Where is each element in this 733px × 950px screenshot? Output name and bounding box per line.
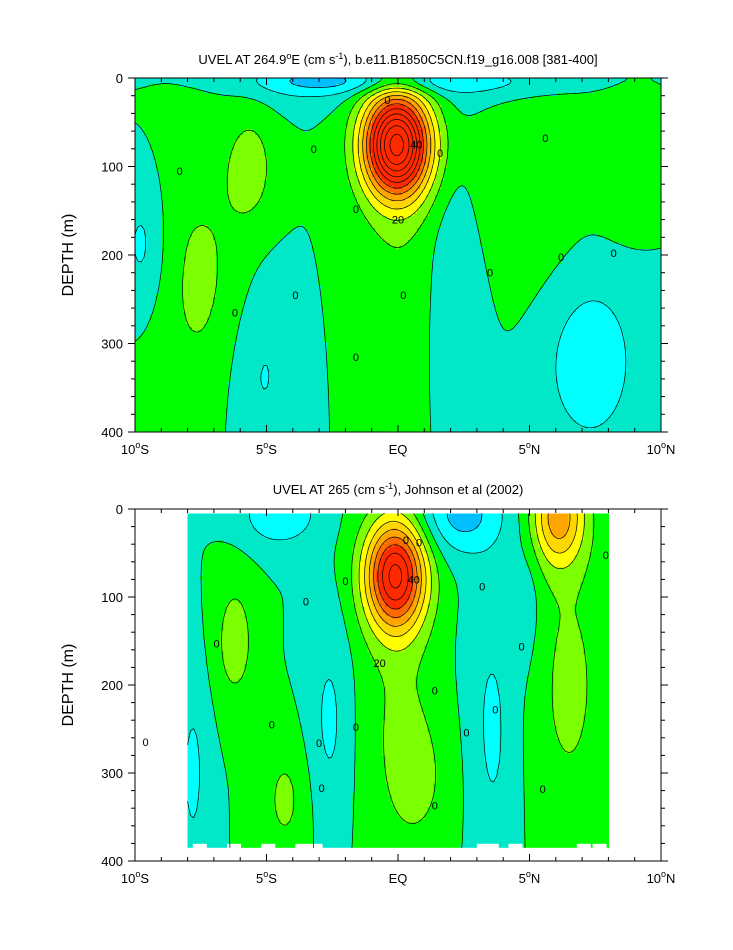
y-tick-label: 300 [101,766,123,781]
contour-label: 0 [319,783,325,795]
y-tick-label: 400 [101,425,123,440]
contour-label: 40 [410,139,422,151]
y-axis-label: DEPTH (m) [60,214,77,297]
x-tick-label: 5oS [256,440,277,457]
y-axis-label: DEPTH (m) [60,644,77,727]
contour-label: 0 [303,596,309,608]
contour-label: 0 [479,581,485,593]
contour-label: 40 [408,574,420,586]
contour-label: 0 [384,95,390,107]
contour-label: 0 [342,576,348,588]
y-tick-label: 100 [101,160,123,175]
contour-label: 0 [487,268,493,280]
chart-title: UVEL AT 265 (cm s-1), Johnson et al (200… [273,481,524,497]
x-tick-label: 10oN [647,869,676,886]
y-tick-label: 200 [101,678,123,693]
contour-label: 0 [142,737,148,749]
contour-label: 0 [353,204,359,216]
contour-label: 0 [292,290,298,302]
x-tick-label: 10oS [121,440,149,457]
contour-label: 0 [432,801,438,813]
contour-label: 0 [269,720,275,732]
x-tick-label: EQ [389,871,408,886]
contour-label: 0 [558,252,564,264]
contour-fill-top [135,78,662,433]
contour-label: 0 [353,722,359,734]
contour-label: 0 [353,352,359,364]
contour-label: 0 [463,728,469,740]
contour-label: 0 [611,248,617,260]
y-tick-label: 300 [101,337,123,352]
contour-label: 0 [603,550,609,562]
y-tick-label: 100 [101,590,123,605]
x-tick-label: 5oN [519,440,541,457]
contour-label: 0 [437,148,443,160]
contour-label: 0 [403,535,409,547]
contour-label: 20 [373,658,385,670]
contour-label: 0 [311,144,317,156]
x-tick-label: 10oS [121,869,149,886]
y-tick-label: 200 [101,248,123,263]
chart-title: UVEL AT 264.9oE (cm s-1), b.e11.B1850C5C… [198,51,597,67]
x-tick-label: 5oN [519,869,541,886]
contour-label: 0 [540,784,546,796]
contour-label: 0 [316,738,322,750]
x-tick-label: 5oS [256,869,277,886]
contour-label: 0 [492,705,498,717]
x-tick-label: EQ [389,442,408,457]
y-tick-label: 0 [116,71,123,86]
contour-label: 0 [213,639,219,651]
contour-label: 0 [519,641,525,653]
contour-fill-bottom [188,513,609,848]
y-tick-label: 400 [101,854,123,869]
contour-label: 0 [432,685,438,697]
contour-label: 0 [400,290,406,302]
contour-label: 0 [232,308,238,320]
contour-label: 0 [542,133,548,145]
x-tick-label: 10oN [647,440,676,457]
contour-label: 0 [416,537,422,549]
y-tick-label: 0 [116,502,123,517]
contour-label: 20 [392,215,404,227]
contour-label: 0 [177,166,183,178]
